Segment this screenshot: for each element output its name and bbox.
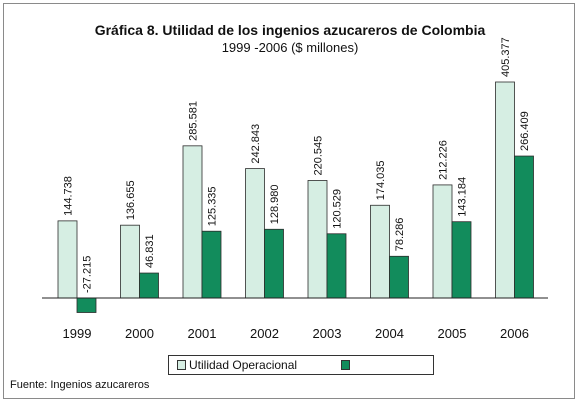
bar-series-2-2003 bbox=[326, 233, 347, 299]
bar-series-2-2004 bbox=[389, 255, 409, 299]
bar-series-2-1999 bbox=[76, 297, 97, 313]
x-tick-label-1999: 1999 bbox=[63, 326, 92, 341]
data-label-series-2-2001: 125.335 bbox=[207, 186, 219, 226]
data-label-utilidad-operacional-2003: 220.545 bbox=[313, 136, 325, 176]
data-label-utilidad-operacional-2004: 174.035 bbox=[375, 161, 387, 201]
chart-frame bbox=[3, 3, 575, 399]
bar-utilidad-operacional-2001 bbox=[182, 145, 203, 299]
legend-label-utilidad-operacional: Utilidad Operacional bbox=[189, 358, 298, 372]
data-label-utilidad-operacional-2006: 405.377 bbox=[500, 37, 512, 77]
legend: Utilidad Operacional bbox=[168, 355, 434, 375]
x-tick-label-2000: 2000 bbox=[125, 326, 154, 341]
data-label-utilidad-operacional-2001: 285.581 bbox=[188, 101, 200, 141]
data-label-series-2-2002: 128.980 bbox=[269, 185, 281, 225]
bar-series-2-2002 bbox=[264, 228, 284, 299]
data-label-series-2-2004: 78.286 bbox=[394, 218, 406, 252]
data-label-series-2-2003: 120.529 bbox=[332, 189, 344, 229]
data-label-series-2-2000: 46.831 bbox=[144, 234, 156, 268]
bar-utilidad-operacional-2004 bbox=[370, 204, 390, 299]
x-tick-label-2006: 2006 bbox=[500, 326, 529, 341]
legend-swatch-utilidad-operacional bbox=[177, 360, 186, 370]
data-label-utilidad-operacional-2002: 242.843 bbox=[250, 124, 262, 164]
data-label-utilidad-operacional-1999: 144.738 bbox=[63, 176, 75, 216]
data-label-utilidad-operacional-2005: 212.226 bbox=[438, 140, 450, 180]
x-tick-label-2001: 2001 bbox=[188, 326, 217, 341]
data-label-series-2-1999: -27.215 bbox=[82, 256, 94, 293]
bar-utilidad-operacional-2005 bbox=[432, 184, 453, 299]
bar-series-2-2006 bbox=[514, 155, 534, 299]
bar-utilidad-operacional-2000 bbox=[120, 224, 140, 299]
x-tick-label-2002: 2002 bbox=[250, 326, 279, 341]
x-tick-label-2003: 2003 bbox=[313, 326, 342, 341]
bar-series-2-2005 bbox=[451, 221, 472, 299]
bar-utilidad-operacional-2006 bbox=[495, 81, 515, 299]
legend-swatch-series-2 bbox=[341, 360, 350, 370]
chart-subtitle: 1999 -2006 ($ millones) bbox=[221, 40, 359, 55]
bar-utilidad-operacional-2003 bbox=[307, 180, 328, 299]
data-label-series-2-2006: 266.409 bbox=[519, 111, 531, 151]
bar-utilidad-operacional-1999 bbox=[57, 220, 78, 299]
x-tick-label-2004: 2004 bbox=[375, 326, 404, 341]
source-note: Fuente: Ingenios azucareros bbox=[10, 379, 150, 391]
data-label-utilidad-operacional-2000: 136.655 bbox=[125, 180, 137, 220]
data-label-series-2-2005: 143.184 bbox=[457, 177, 469, 217]
chart-title: Gráfica 8. Utilidad de los ingenios azuc… bbox=[94, 22, 486, 38]
bar-series-2-2001 bbox=[201, 230, 222, 299]
bar-series-2-2000 bbox=[139, 272, 159, 299]
bar-utilidad-operacional-2002 bbox=[245, 168, 265, 299]
x-tick-label-2005: 2005 bbox=[438, 326, 467, 341]
